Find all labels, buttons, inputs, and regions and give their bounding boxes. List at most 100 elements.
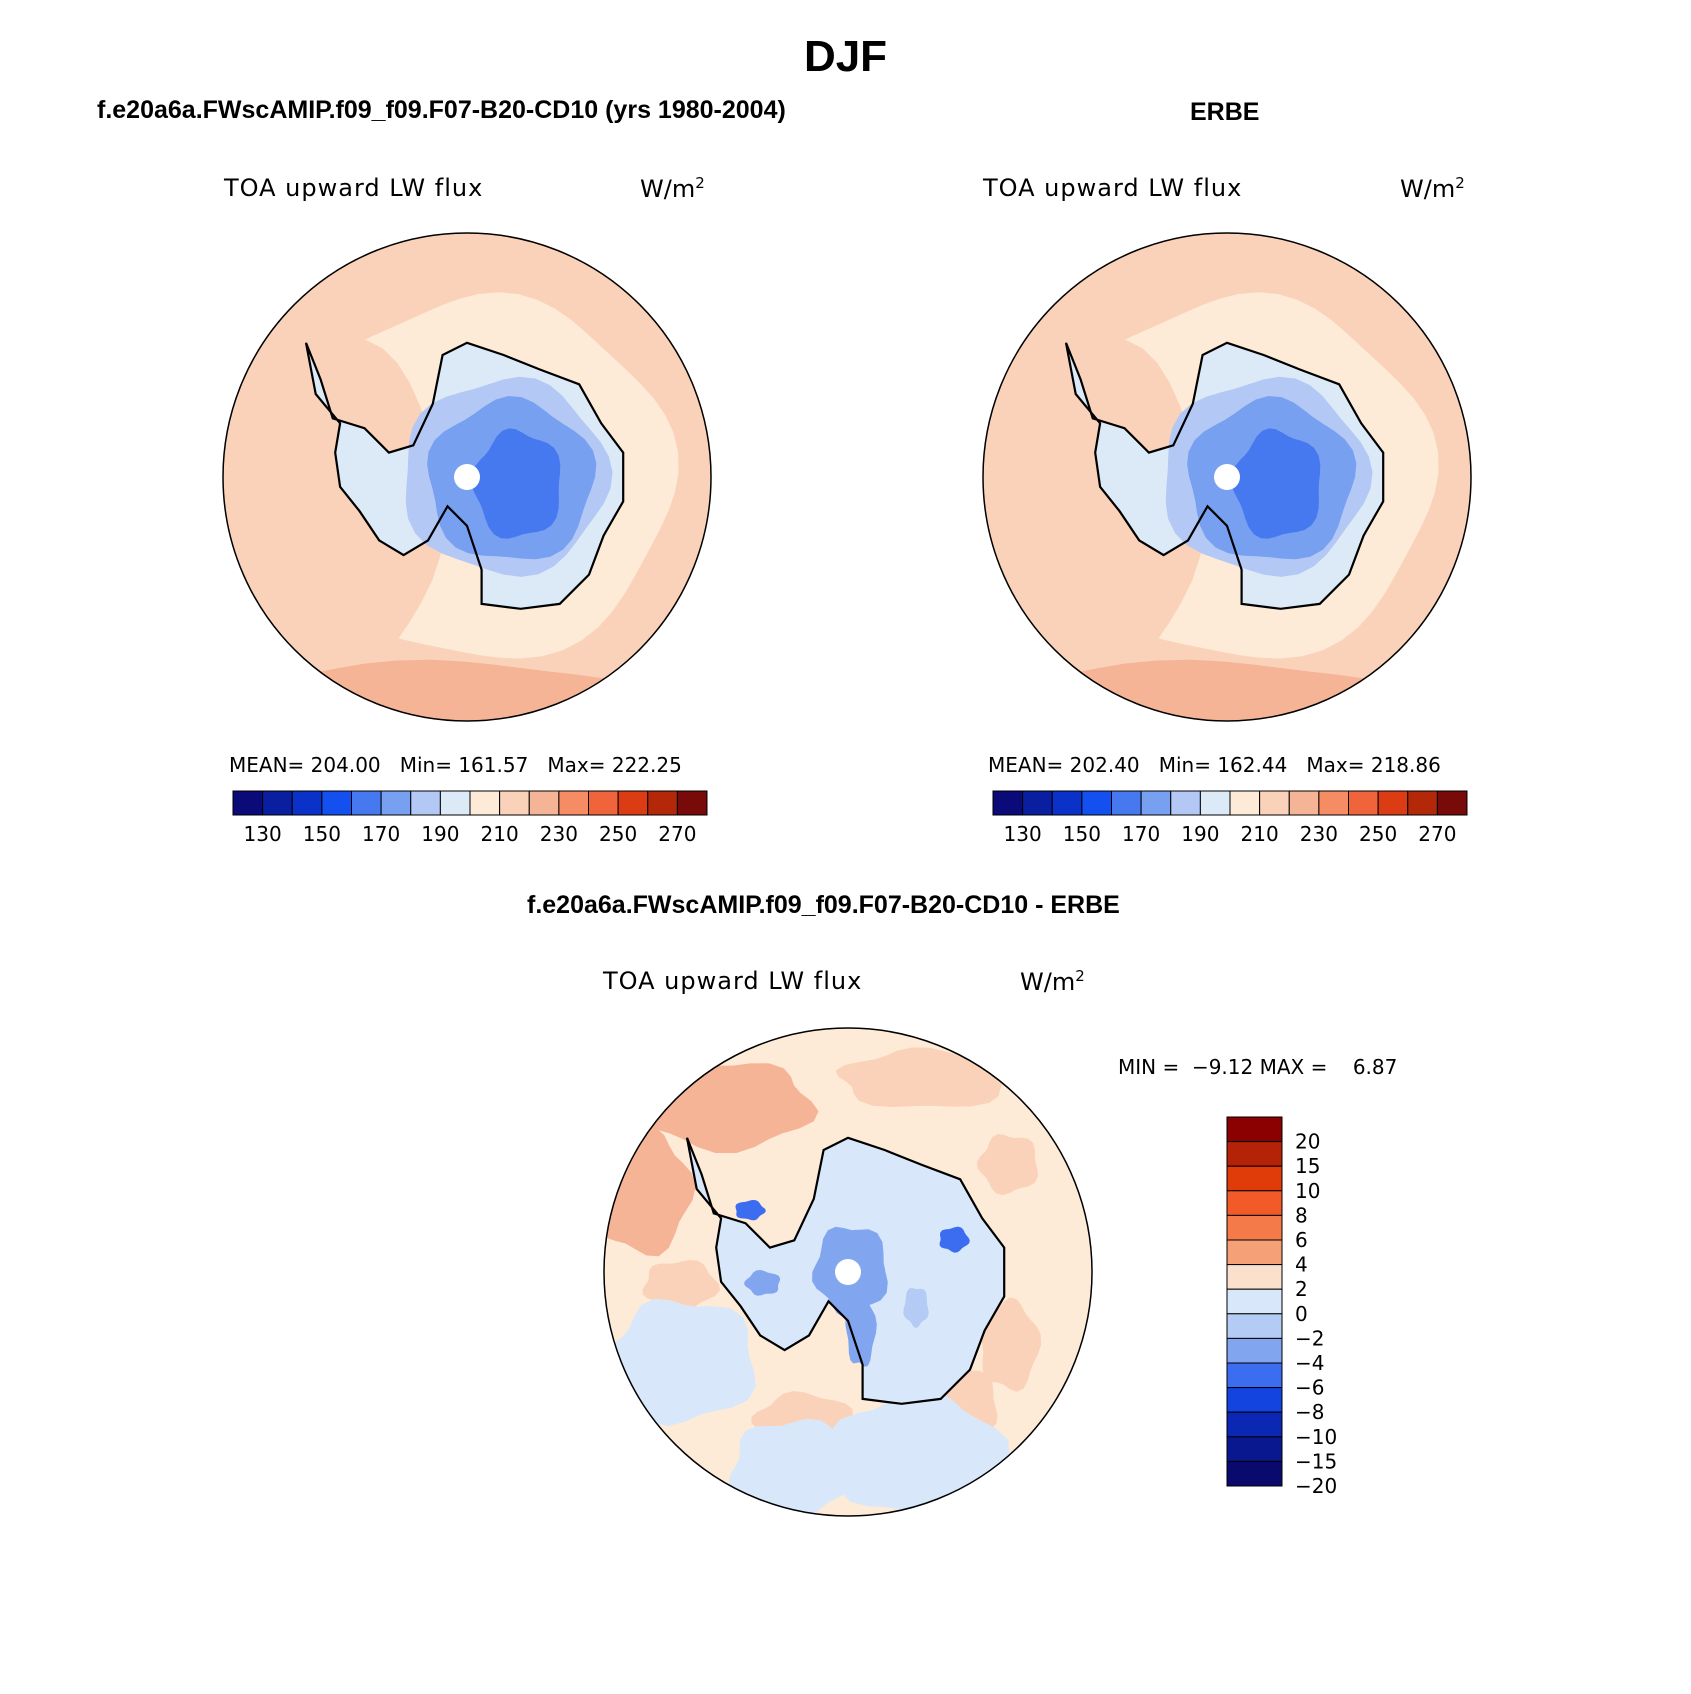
map-boundary bbox=[222, 232, 712, 722]
colorbar-cell bbox=[1226, 1436, 1283, 1462]
field-ice-negative-patch bbox=[903, 1287, 929, 1328]
colorbar-cell bbox=[1226, 1141, 1283, 1167]
panel-3-variable-label: TOA upward LW flux bbox=[603, 967, 863, 995]
colorbar-tick-label: 10 bbox=[1295, 1179, 1320, 1203]
colorbar-2: 130 150 170 190 210 230 250 270 bbox=[992, 790, 1468, 846]
field-ice-160 bbox=[471, 428, 561, 539]
colorbar-tick-label: 130 bbox=[244, 822, 282, 846]
map-panel-3 bbox=[603, 1027, 1093, 1517]
colorbar-cell bbox=[469, 790, 501, 816]
colorbar-cell bbox=[321, 790, 352, 816]
colorbar-tick-label: −20 bbox=[1295, 1474, 1337, 1498]
colorbar-tick-label: 20 bbox=[1295, 1130, 1320, 1154]
field-positive-patch bbox=[976, 1134, 1039, 1196]
panel-3-min-value: −9.12 bbox=[1191, 1055, 1254, 1079]
panel-3-units-label: W/m2 bbox=[1020, 967, 1085, 996]
missing-data-hole bbox=[835, 1259, 861, 1285]
colorbar-cell bbox=[1226, 1411, 1283, 1438]
map-boundary bbox=[603, 1027, 1093, 1517]
field-band-west bbox=[984, 337, 1205, 680]
panel-1-mean-value: 204.00 bbox=[310, 753, 381, 777]
panel-1-max-label: Max= bbox=[547, 753, 606, 777]
colorbar-cell bbox=[1226, 1165, 1283, 1192]
colorbar-cell bbox=[617, 790, 649, 816]
colorbar-cell bbox=[1226, 1313, 1283, 1339]
colorbar-cell bbox=[1226, 1190, 1283, 1216]
panel-2-mean-label: MEAN= bbox=[988, 753, 1064, 777]
colorbar-cell bbox=[1226, 1239, 1283, 1266]
colorbar-tick-label: −10 bbox=[1295, 1425, 1337, 1449]
colorbar-cell bbox=[1226, 1288, 1283, 1315]
colorbar-cell bbox=[439, 790, 471, 816]
field-positive-patch bbox=[642, 1260, 721, 1312]
colorbar-cell bbox=[232, 790, 264, 816]
panel-1-stats: MEAN= 204.00 Min= 161.57 Max= 222.25 bbox=[229, 753, 682, 777]
colorbar-tick-label: −6 bbox=[1295, 1376, 1324, 1400]
panel-1-min-value: 161.57 bbox=[458, 753, 529, 777]
colorbar-cell bbox=[1318, 790, 1349, 816]
antarctica-coastline bbox=[304, 341, 625, 610]
colorbar-tick-label: 170 bbox=[362, 822, 400, 846]
field-negative-patch bbox=[729, 1418, 859, 1516]
panel-2-mean-value: 202.40 bbox=[1069, 753, 1140, 777]
map-panel-1 bbox=[222, 232, 712, 722]
field-ice-negative-patch bbox=[845, 1289, 877, 1367]
colorbar-cell bbox=[1407, 790, 1438, 816]
map-boundary bbox=[982, 232, 1472, 722]
colorbar-cell bbox=[499, 790, 530, 816]
colorbar-cell bbox=[1436, 790, 1468, 816]
colorbar-cell bbox=[1111, 790, 1142, 816]
colorbar-tick-label: 230 bbox=[540, 822, 578, 846]
colorbar-cell bbox=[1226, 1460, 1283, 1487]
panel-3-max-label: MAX = bbox=[1259, 1055, 1328, 1079]
colorbar-cell bbox=[1229, 790, 1261, 816]
map-panel-2 bbox=[982, 232, 1472, 722]
panel-2-max-value: 218.86 bbox=[1370, 753, 1441, 777]
panel-1-title: f.e20a6a.FWscAMIP.f09_f09.F07-B20-CD10 (… bbox=[97, 96, 786, 124]
colorbar-tick-label: 6 bbox=[1295, 1228, 1308, 1252]
colorbar-cell bbox=[1288, 790, 1320, 816]
field-ice-negative-patch bbox=[939, 1226, 970, 1253]
panel-2-variable-label: TOA upward LW flux bbox=[983, 174, 1243, 202]
antarctica-coastline bbox=[1064, 341, 1385, 610]
panel-2-title: ERBE bbox=[1190, 98, 1260, 126]
colorbar-tick-label: 150 bbox=[303, 822, 341, 846]
colorbar-cell bbox=[1081, 790, 1112, 816]
colorbar-cell bbox=[676, 790, 708, 816]
colorbar-tick-label: 210 bbox=[481, 822, 519, 846]
colorbar-cell bbox=[410, 790, 441, 816]
panel-3-title: f.e20a6a.FWscAMIP.f09_f09.F07-B20-CD10 -… bbox=[527, 891, 1120, 919]
colorbar-cell bbox=[1170, 790, 1201, 816]
colorbar-tick-label: −4 bbox=[1295, 1351, 1324, 1375]
panel-2-stats: MEAN= 202.40 Min= 162.44 Max= 218.86 bbox=[988, 753, 1441, 777]
colorbar-tick-label: 8 bbox=[1295, 1203, 1308, 1227]
colorbar-tick-label: 270 bbox=[658, 822, 696, 846]
colorbar-cell bbox=[262, 790, 293, 816]
panel-2-max-label: Max= bbox=[1306, 753, 1365, 777]
map-field-1 bbox=[223, 233, 711, 721]
colorbar-cell bbox=[1226, 1214, 1283, 1241]
colorbar-tick-label: 170 bbox=[1122, 822, 1160, 846]
colorbar-cell bbox=[351, 790, 382, 816]
panel-3-min-label: MIN = bbox=[1118, 1055, 1180, 1079]
colorbar-cell bbox=[1226, 1337, 1283, 1364]
colorbar-cell bbox=[1022, 790, 1053, 816]
panel-1-mean-label: MEAN= bbox=[229, 753, 305, 777]
colorbar-cell bbox=[1259, 790, 1290, 816]
field-positive-patch bbox=[979, 1297, 1042, 1392]
field-band-west bbox=[224, 337, 445, 680]
colorbar-tick-label: 0 bbox=[1295, 1302, 1308, 1326]
antarctica-coastline bbox=[685, 1136, 1006, 1405]
colorbar-tick-label: 270 bbox=[1418, 822, 1456, 846]
colorbar-1: 130 150 170 190 210 230 250 270 bbox=[232, 790, 708, 846]
colorbar-tick-label: 2 bbox=[1295, 1277, 1308, 1301]
colorbar-tick-label: 250 bbox=[599, 822, 637, 846]
colorbar-cell bbox=[1226, 1116, 1283, 1143]
field-ice-160 bbox=[1231, 428, 1321, 539]
colorbar-cell bbox=[528, 790, 560, 816]
panel-2-units-label: W/m2 bbox=[1400, 174, 1465, 203]
map-field-2 bbox=[983, 233, 1471, 721]
colorbar-cell bbox=[558, 790, 589, 816]
